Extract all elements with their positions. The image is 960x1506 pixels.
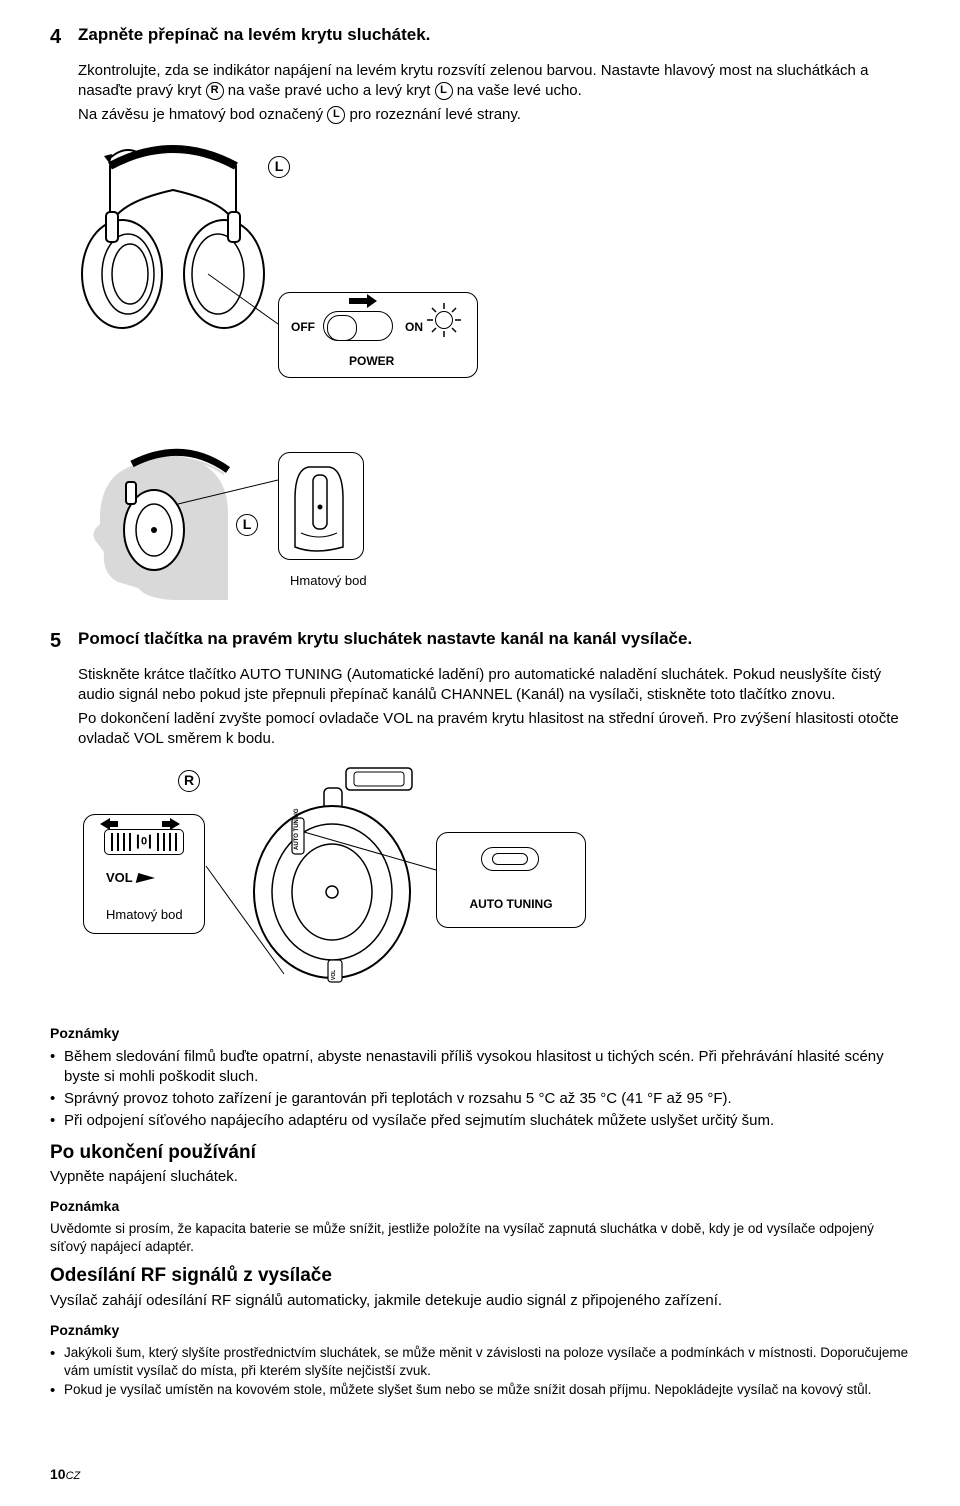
autotuning-callout: AUTO TUNING [436, 832, 586, 928]
triangle-icon [135, 873, 156, 883]
list-item: Během sledování filmů buďte opatrní, aby… [50, 1047, 910, 1088]
hanger-closeup-icon [285, 459, 359, 555]
step-5-title: Pomocí tlačítka na pravém krytu slucháte… [78, 628, 910, 651]
rf-body: Vysílač zahájí odesílání RF signálů auto… [50, 1291, 910, 1311]
notes-list-1: Během sledování filmů buďte opatrní, aby… [50, 1047, 910, 1132]
step-5-p1: Stiskněte krátce tlačítko AUTO TUNING (A… [78, 665, 910, 706]
power-switch-icon [323, 311, 393, 341]
notes-list-3: Jakýkoli šum, který slyšíte prostřednict… [50, 1344, 910, 1399]
tactile-callout [278, 452, 364, 560]
step-4: 4 Zapněte přepínač na levém krytu sluchá… [50, 24, 910, 55]
step-5-p2: Po dokončení ladění zvyšte pomocí ovlada… [78, 709, 910, 750]
note-body-2: Uvědomte si prosím, že kapacita baterie … [50, 1220, 910, 1255]
list-item: Pokud je vysílač umístěn na kovovém stol… [50, 1381, 910, 1399]
notes-heading-1: Poznámky [50, 1024, 910, 1043]
step-5-body: Stiskněte krátce tlačítko AUTO TUNING (A… [78, 665, 910, 750]
callout-leader-3 [204, 864, 294, 984]
vol-callout: 0 VOL Hmatový bod [83, 814, 205, 934]
step-4-number: 4 [50, 24, 78, 55]
power-callout: OFF ON POWER [278, 292, 478, 378]
r-label: R [178, 770, 200, 792]
step-5: 5 Pomocí tlačítka na pravém krytu sluchá… [50, 628, 910, 659]
arrow-left-icon [100, 818, 118, 830]
after-use-body: Vypněte napájení sluchátek. [50, 1167, 910, 1187]
list-item: Jakýkoli šum, který slyšíte prostřednict… [50, 1344, 910, 1379]
tactile-label: Hmatový bod [290, 572, 367, 590]
vol-wheel-icon: 0 [104, 829, 184, 855]
auto-tuning-button-icon [481, 847, 539, 871]
on-label: ON [405, 319, 423, 335]
r-mark-icon: R [206, 82, 224, 100]
list-item: Správný provoz tohoto zařízení je garant… [50, 1089, 910, 1109]
step-4-p2: Na závěsu je hmatový bod označený L pro … [78, 105, 910, 125]
l-label-2: L [236, 514, 258, 536]
step-4-title: Zapněte přepínač na levém krytu slucháte… [78, 24, 910, 47]
l-mark-icon: L [327, 106, 345, 124]
callout-leader-4 [302, 830, 442, 880]
arrow-right-icon [162, 818, 180, 830]
l-mark-icon: L [435, 82, 453, 100]
l-label: L [268, 156, 290, 178]
off-label: OFF [291, 319, 315, 335]
notes-heading-3: Poznámky [50, 1321, 910, 1340]
note-heading-2: Poznámka [50, 1197, 910, 1216]
step-5-number: 5 [50, 628, 78, 659]
callout-leader-2 [174, 474, 284, 514]
step-4-p1: Zkontrolujte, zda se indikátor napájení … [78, 61, 910, 102]
auto-tuning-label: AUTO TUNING [437, 896, 585, 912]
svg-text:VOL: VOL [331, 969, 337, 979]
callout-leader [198, 264, 288, 344]
tactile-label-2: Hmatový bod [106, 908, 183, 922]
rf-heading: Odesílání RF signálů z vysílače [50, 1263, 910, 1289]
step-4-body: Zkontrolujte, zda se indikátor napájení … [78, 61, 910, 126]
list-item: Při odpojení síťového napájecího adaptér… [50, 1111, 910, 1131]
page-number: 10CZ [50, 1465, 80, 1484]
arrow-right-icon [349, 298, 367, 304]
figure-vol-auto: R AUTO TUNING VOL 0 VOL Hm [78, 764, 910, 1004]
vol-label: VOL [106, 869, 155, 887]
led-rays-icon [427, 303, 461, 337]
figure-power-tactile: L OFF ON [78, 144, 910, 604]
svg-text:AUTO TUNING: AUTO TUNING [294, 808, 300, 850]
power-label: POWER [349, 353, 394, 369]
after-use-heading: Po ukončení používání [50, 1140, 910, 1166]
head-silhouette-icon [78, 444, 248, 604]
